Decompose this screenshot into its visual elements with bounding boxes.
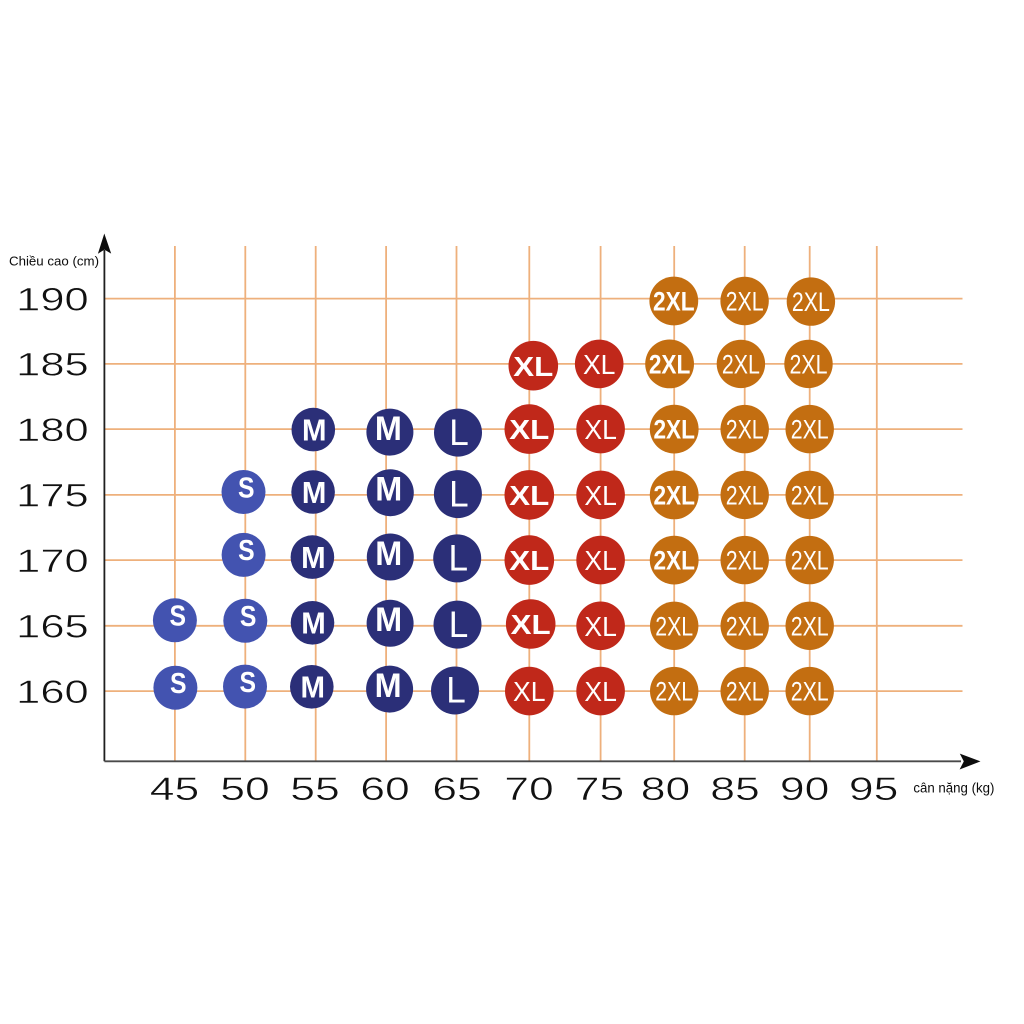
svg-text:2XL: 2XL xyxy=(653,287,695,317)
svg-text:2XL: 2XL xyxy=(790,349,828,379)
svg-text:XL: XL xyxy=(584,611,617,642)
svg-text:2XL: 2XL xyxy=(649,350,691,380)
svg-text:185: 185 xyxy=(16,346,89,383)
svg-text:85: 85 xyxy=(710,770,760,807)
svg-text:80: 80 xyxy=(641,770,691,807)
svg-text:M: M xyxy=(302,412,327,447)
svg-text:2XL: 2XL xyxy=(653,546,695,576)
svg-text:2XL: 2XL xyxy=(726,480,764,510)
svg-text:M: M xyxy=(375,601,402,639)
svg-text:2XL: 2XL xyxy=(791,677,829,707)
svg-text:XL: XL xyxy=(584,676,617,707)
svg-text:2XL: 2XL xyxy=(726,546,764,576)
svg-text:XL: XL xyxy=(509,544,549,576)
svg-text:M: M xyxy=(301,670,326,705)
svg-text:L: L xyxy=(446,670,466,711)
svg-text:45: 45 xyxy=(150,770,200,807)
svg-text:2XL: 2XL xyxy=(726,287,764,317)
svg-text:2XL: 2XL xyxy=(792,287,830,317)
svg-text:75: 75 xyxy=(575,770,625,807)
svg-text:M: M xyxy=(301,540,326,575)
svg-text:M: M xyxy=(375,471,402,509)
svg-text:L: L xyxy=(448,538,468,579)
svg-text:160: 160 xyxy=(16,673,89,710)
svg-text:XL: XL xyxy=(509,479,549,511)
svg-text:180: 180 xyxy=(16,411,89,448)
svg-text:70: 70 xyxy=(504,770,554,807)
svg-text:XL: XL xyxy=(509,413,549,445)
svg-text:M: M xyxy=(375,535,402,573)
svg-text:95: 95 xyxy=(849,770,899,807)
svg-text:M: M xyxy=(301,606,326,641)
svg-text:XL: XL xyxy=(584,480,617,511)
svg-text:XL: XL xyxy=(513,350,553,382)
svg-text:M: M xyxy=(302,475,327,510)
svg-text:M: M xyxy=(375,667,402,705)
svg-text:2XL: 2XL xyxy=(653,481,695,511)
svg-text:2XL: 2XL xyxy=(655,677,693,707)
svg-text:S: S xyxy=(169,601,186,633)
svg-text:2XL: 2XL xyxy=(791,415,829,445)
svg-text:L: L xyxy=(449,412,469,453)
svg-text:2XL: 2XL xyxy=(791,611,829,641)
svg-text:2XL: 2XL xyxy=(726,611,764,641)
svg-text:XL: XL xyxy=(583,349,616,380)
svg-text:S: S xyxy=(170,668,187,700)
svg-text:175: 175 xyxy=(16,477,89,514)
svg-text:XL: XL xyxy=(513,676,546,707)
svg-text:Chiều cao (cm): Chiều cao (cm) xyxy=(9,254,99,269)
svg-text:XL: XL xyxy=(584,545,617,576)
svg-text:cân nặng (kg): cân nặng (kg) xyxy=(913,781,994,796)
svg-text:90: 90 xyxy=(780,770,830,807)
svg-text:190: 190 xyxy=(16,280,89,317)
svg-text:170: 170 xyxy=(16,542,89,579)
svg-text:2XL: 2XL xyxy=(653,415,695,445)
svg-text:2XL: 2XL xyxy=(722,349,760,379)
svg-text:2XL: 2XL xyxy=(791,480,829,510)
svg-text:2XL: 2XL xyxy=(655,611,693,641)
svg-text:L: L xyxy=(449,604,469,645)
svg-text:2XL: 2XL xyxy=(791,546,829,576)
svg-text:165: 165 xyxy=(16,608,89,645)
svg-text:M: M xyxy=(375,410,402,448)
svg-text:L: L xyxy=(449,473,469,514)
svg-text:60: 60 xyxy=(360,770,410,807)
svg-text:S: S xyxy=(240,667,257,699)
svg-text:S: S xyxy=(238,472,255,504)
svg-text:XL: XL xyxy=(511,608,551,640)
svg-text:XL: XL xyxy=(584,414,617,445)
svg-text:55: 55 xyxy=(290,770,340,807)
svg-text:2XL: 2XL xyxy=(726,415,764,445)
svg-text:50: 50 xyxy=(220,770,270,807)
svg-text:2XL: 2XL xyxy=(726,677,764,707)
svg-text:S: S xyxy=(238,535,255,567)
svg-text:S: S xyxy=(240,601,257,633)
svg-text:65: 65 xyxy=(432,770,482,807)
